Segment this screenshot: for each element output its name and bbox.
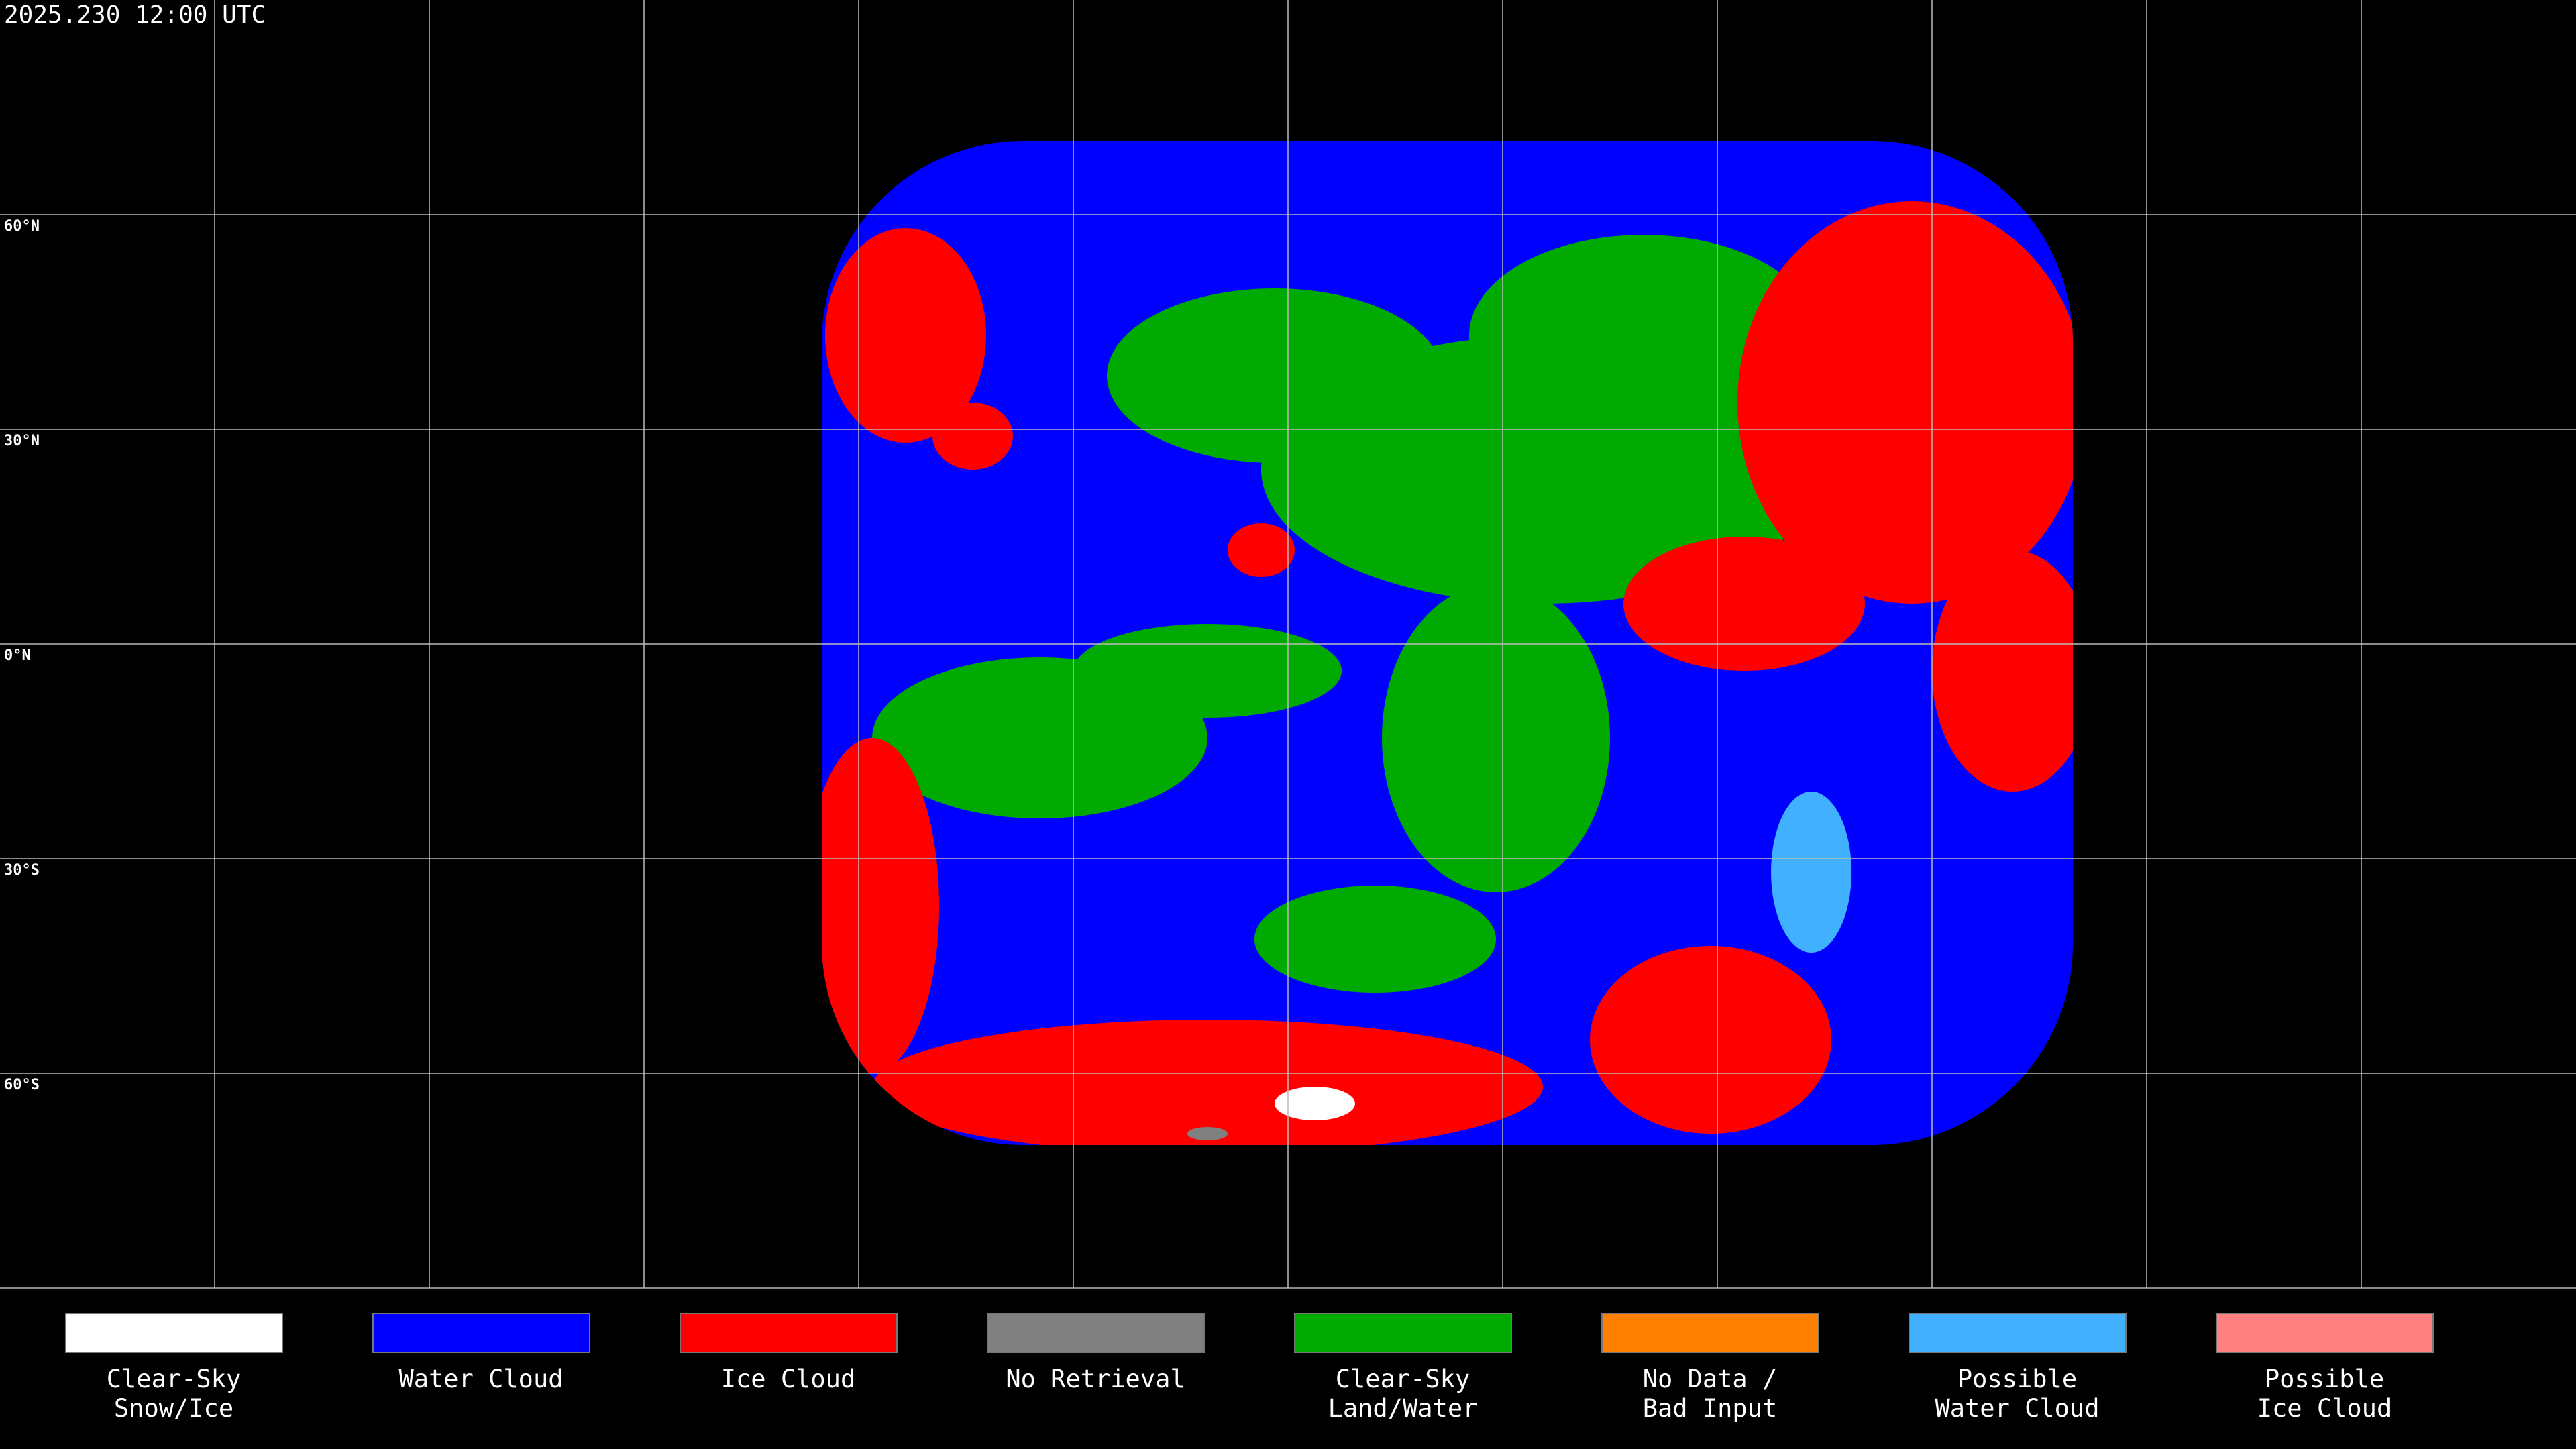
latitude-label: 30°N	[4, 433, 40, 449]
legend-swatch	[372, 1313, 590, 1353]
legend-swatch	[65, 1313, 283, 1353]
legend-label: Possible	[2265, 1364, 2384, 1393]
legend-label: Bad Input	[1643, 1394, 1777, 1423]
legend-swatch	[1601, 1313, 1819, 1353]
legend-swatch	[987, 1313, 1205, 1353]
legend-label: Water Cloud	[398, 1364, 563, 1393]
legend-label: Ice Cloud	[721, 1364, 855, 1393]
legend-label: Ice Cloud	[2257, 1394, 2392, 1423]
legend-swatch	[2216, 1313, 2434, 1353]
latitude-label: 30°S	[4, 862, 40, 879]
timestamp: 2025.230 12:00 UTC	[4, 1, 266, 29]
latitude-label: 0°N	[4, 647, 31, 664]
legend-label: Water Cloud	[1935, 1394, 2099, 1423]
legend-label: Clear-Sky	[107, 1364, 241, 1393]
legend-swatch	[680, 1313, 898, 1353]
legend-label: No Data /	[1643, 1364, 1777, 1393]
legend-swatch	[1909, 1313, 2127, 1353]
legend-label: Snow/Ice	[114, 1394, 233, 1423]
legend-label: Clear-Sky	[1336, 1364, 1470, 1393]
legend-label: Land/Water	[1328, 1394, 1478, 1423]
legend-swatch	[1294, 1313, 1512, 1353]
latitude-label: 60°N	[4, 218, 40, 235]
legend-label: Possible	[1957, 1364, 2077, 1393]
satellite-image	[822, 141, 2073, 1145]
legend-label: No Retrieval	[1006, 1364, 1185, 1393]
latitude-label: 60°S	[4, 1077, 40, 1093]
